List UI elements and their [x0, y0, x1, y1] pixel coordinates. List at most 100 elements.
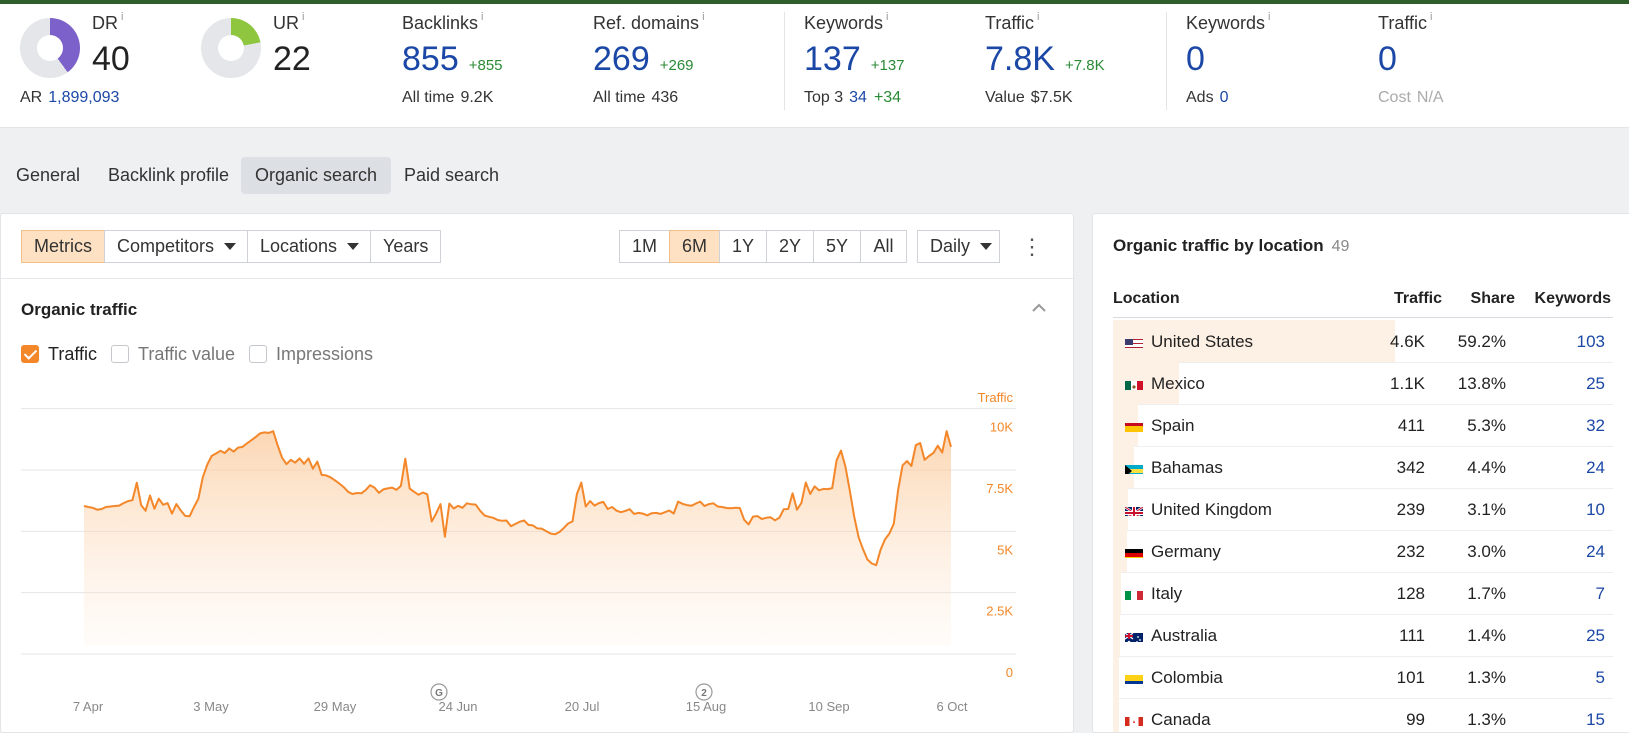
ar-value[interactable]: 1,899,093 [48, 89, 120, 106]
flag-bs-icon [1125, 462, 1143, 474]
kebab-vertical-icon[interactable]: ⋮ [1021, 234, 1043, 259]
info-icon[interactable]: i [1037, 11, 1040, 23]
info-icon[interactable]: i [1430, 11, 1433, 23]
x-tick-label: 3 May [193, 699, 229, 714]
impressions-checkbox[interactable]: Impressions [249, 344, 373, 365]
share-bar [1113, 488, 1128, 530]
col-keywords[interactable]: Keywords [1534, 290, 1611, 307]
backlinks-alltime-value: 9.2K [460, 89, 494, 106]
col-location[interactable]: Location [1113, 290, 1180, 307]
ref-domains-label-text: Ref. domains [593, 13, 700, 33]
locations-dropdown[interactable]: Locations [247, 230, 371, 263]
location-name[interactable]: United Kingdom [1151, 500, 1272, 519]
info-icon[interactable]: i [886, 11, 889, 23]
info-icon[interactable]: i [302, 11, 305, 23]
traffic-checkbox[interactable]: Traffic [21, 344, 97, 365]
traffic-value-checkbox[interactable]: Traffic value [111, 344, 235, 365]
location-name[interactable]: Mexico [1151, 374, 1205, 393]
range-6m-button[interactable]: 6M [669, 230, 720, 263]
tab-paid-search[interactable]: Paid search [404, 165, 500, 185]
competitors-dropdown[interactable]: Competitors [104, 230, 248, 263]
y-tick-label: 2.5K [986, 604, 1013, 619]
chevron-up-icon[interactable] [1031, 300, 1047, 318]
location-traffic: 101 [1396, 668, 1425, 687]
granularity-dropdown[interactable]: Daily [917, 230, 1000, 263]
location-name[interactable]: Canada [1151, 710, 1211, 729]
metric-backlinks[interactable]: Backlinks i 855 +855 All time 9.2K [402, 4, 582, 128]
metric-organic-traffic[interactable]: Traffic i 7.8K +7.8K Value $7.5K [985, 4, 1165, 128]
range-1m-button[interactable]: 1M [619, 230, 670, 263]
location-row[interactable]: Bahamas 342 4.4% 24 [1113, 446, 1613, 489]
info-icon[interactable]: i [481, 11, 484, 23]
info-icon[interactable]: i [1268, 11, 1271, 23]
metric-organic-keywords[interactable]: Keywords i 137 +137 Top 3 34 +34 [804, 4, 974, 128]
col-share[interactable]: Share [1470, 290, 1515, 307]
location-row[interactable]: Spain 411 5.3% 32 [1113, 404, 1613, 447]
location-keywords-link[interactable]: 24 [1586, 458, 1605, 477]
metric-ref-domains[interactable]: Ref. domains i 269 +269 All time 436 [593, 4, 773, 128]
metrics-button[interactable]: Metrics [21, 230, 105, 263]
ref-domains-alltime-value: 436 [651, 89, 679, 106]
organic-traffic-value[interactable]: 7.8K +7.8K [985, 40, 1105, 79]
ar-label: AR [20, 89, 43, 106]
share-bar [1113, 320, 1395, 362]
ref-domains-value[interactable]: 269 +269 [593, 40, 694, 79]
paid-keywords-label-text: Keywords [1186, 13, 1266, 33]
location-keywords-link[interactable]: 10 [1586, 500, 1605, 519]
location-name[interactable]: Bahamas [1151, 458, 1223, 477]
location-name[interactable]: Spain [1151, 416, 1195, 435]
location-row[interactable]: Australia 111 1.4% 25 [1113, 614, 1613, 657]
metric-ur[interactable]: UR i 22 [201, 4, 371, 128]
y-axis-title: Traffic [978, 390, 1014, 405]
range-5y-button[interactable]: 5Y [813, 230, 861, 263]
divider [1166, 12, 1167, 110]
location-keywords-link[interactable]: 25 [1586, 374, 1605, 393]
location-keywords-link[interactable]: 15 [1586, 710, 1605, 729]
flag-es-icon [1125, 420, 1143, 432]
location-keywords-link[interactable]: 7 [1595, 584, 1605, 603]
organic-traffic-chart[interactable]: 7 Apr 3 May 29 May 24 Jun 20 Jul 15 Aug 10 Sep… [1, 374, 1075, 733]
y-tick-label: 5K [997, 542, 1013, 557]
location-keywords-link[interactable]: 25 [1586, 626, 1605, 645]
location-row[interactable]: United Kingdom 239 3.1% 10 [1113, 488, 1613, 531]
organic-keywords-value[interactable]: 137 +137 [804, 40, 905, 79]
location-name[interactable]: Italy [1151, 584, 1183, 603]
col-traffic[interactable]: Traffic [1393, 290, 1442, 307]
location-row[interactable]: Germany 232 3.0% 24 [1113, 530, 1613, 573]
location-name[interactable]: United States [1151, 332, 1254, 351]
location-name[interactable]: Australia [1151, 626, 1218, 645]
location-count: 49 [1331, 238, 1350, 255]
location-name[interactable]: Colombia [1151, 668, 1223, 687]
location-row[interactable]: Colombia 101 1.3% 5 [1113, 656, 1613, 699]
location-keywords-link[interactable]: 103 [1576, 332, 1605, 351]
range-all-button[interactable]: All [860, 230, 907, 263]
location-row[interactable]: Canada 99 1.3% 15 [1113, 698, 1613, 732]
location-keywords-link[interactable]: 32 [1586, 416, 1605, 435]
location-keywords-link[interactable]: 5 [1595, 668, 1605, 687]
metric-paid-keywords[interactable]: Keywords i 0 Ads 0 [1186, 4, 1356, 128]
backlinks-value[interactable]: 855 +855 [402, 40, 503, 79]
info-icon[interactable]: i [702, 11, 705, 23]
traffic-checkbox-label: Traffic [48, 344, 98, 364]
traffic-area [83, 430, 952, 646]
paid-traffic-value[interactable]: 0 [1378, 40, 1397, 78]
tab-backlink-profile[interactable]: Backlink profile [108, 165, 230, 185]
location-row[interactable]: Mexico 1.1K 13.8% 25 [1113, 362, 1613, 405]
tab-general[interactable]: General [16, 165, 81, 185]
dr-label-text: DR [92, 13, 118, 33]
location-row[interactable]: Italy 128 1.7% 7 [1113, 572, 1613, 615]
years-button[interactable]: Years [370, 230, 441, 263]
range-1y-button[interactable]: 1Y [719, 230, 767, 263]
metric-paid-traffic[interactable]: Traffic i 0 Cost N/A [1378, 4, 1548, 128]
info-icon[interactable]: i [121, 11, 124, 23]
top3-value[interactable]: 34 [849, 89, 867, 106]
location-keywords-link[interactable]: 24 [1586, 542, 1605, 561]
cost-label: Cost [1378, 89, 1411, 106]
metric-dr[interactable]: DR i 40 AR 1,899,093 [20, 4, 190, 128]
ads-value[interactable]: 0 [1219, 89, 1229, 106]
paid-keywords-value[interactable]: 0 [1186, 40, 1205, 78]
location-name[interactable]: Germany [1151, 542, 1221, 561]
range-2y-button[interactable]: 2Y [766, 230, 814, 263]
location-row[interactable]: United States 4.6K 59.2% 103 [1113, 320, 1613, 363]
tab-organic-search[interactable]: Organic search [241, 157, 392, 194]
